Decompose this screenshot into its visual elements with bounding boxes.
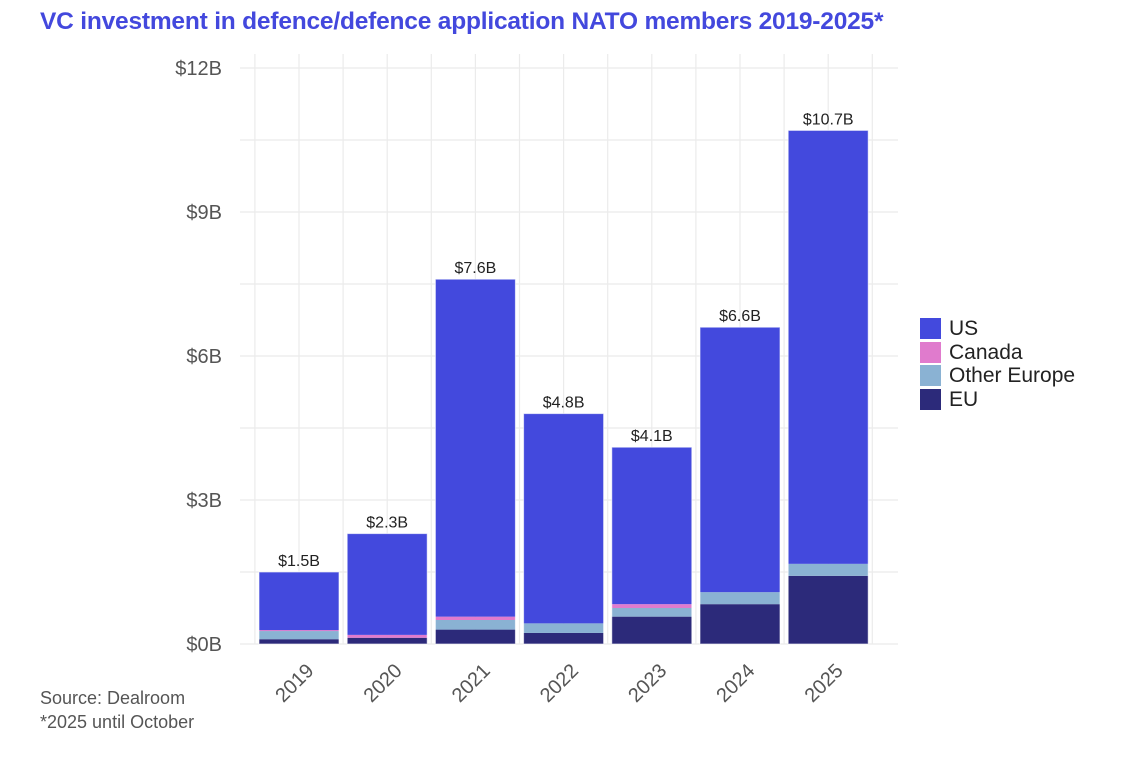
- bars: [258, 129, 869, 645]
- x-tick-label: 2025: [801, 660, 848, 707]
- bar-segment-canada: [259, 630, 339, 632]
- data-labels: $1.5B $2.3B $7.6B $4.8B $4.1B $6.6B $10.7B: [278, 111, 853, 570]
- footnotes: Source: Dealroom *2025 until October: [40, 686, 194, 734]
- legend-label-us: US: [949, 317, 979, 341]
- bar-stack-2019: [258, 571, 340, 645]
- bar-total-label: $6.6B: [719, 308, 761, 325]
- legend-swatch-us: [920, 318, 941, 340]
- bar-segment-us: [523, 413, 604, 624]
- legend-label-other-europe: Other Europe: [949, 364, 1076, 388]
- legend-item-us: US: [920, 317, 1075, 341]
- bar-segment-us: [259, 572, 339, 631]
- y-tick-label: $9B: [186, 202, 222, 224]
- bar-segment-canada: [435, 616, 516, 620]
- legend-swatch-other-europe: [920, 365, 941, 387]
- source-note: Source: Dealroom: [40, 688, 186, 708]
- bar-stack-2022: [523, 413, 605, 645]
- bar-outline: [346, 533, 428, 645]
- legend-label-canada: Canada: [949, 340, 1023, 364]
- x-tick-label: 2019: [271, 660, 318, 707]
- bar-segment-eu: [259, 639, 339, 644]
- bar-total-label: $4.1B: [631, 428, 673, 445]
- x-tick-label: 2022: [536, 660, 583, 707]
- bar-total-label: $2.3B: [366, 515, 408, 532]
- y-tick-label: $3B: [186, 490, 222, 512]
- legend-item-eu: EU: [920, 388, 1075, 412]
- bar-segment-us: [435, 279, 516, 617]
- bar-segment-other-europe: [523, 623, 604, 633]
- bar-segment-eu: [435, 629, 516, 644]
- bar-stack-2023: [611, 446, 693, 645]
- bar-outline: [258, 571, 340, 645]
- y-tick-label: $12B: [175, 58, 222, 80]
- y-axis-ticks: $0B $3B $6B $9B $12B: [175, 58, 222, 656]
- legend-label-eu: EU: [949, 387, 979, 411]
- bar-stack-2024: [699, 326, 781, 645]
- bar-segment-canada: [347, 634, 428, 638]
- bar-segment-other-europe: [259, 631, 339, 640]
- bar-segment-eu: [788, 575, 869, 644]
- bar-segment-us: [700, 327, 780, 593]
- bar-segment-other-europe: [611, 608, 692, 617]
- x-tick-label: 2023: [624, 660, 671, 707]
- bar-total-label: $4.8B: [543, 395, 585, 412]
- y-tick-label: $6B: [186, 346, 222, 368]
- bar-total-label: $1.5B: [278, 553, 320, 570]
- bar-total-label: $10.7B: [803, 111, 854, 128]
- bar-outline: [699, 326, 781, 645]
- legend-swatch-canada: [920, 341, 941, 363]
- bar-segment-us: [611, 447, 692, 605]
- bar-segment-us: [788, 130, 869, 564]
- bar-outline: [523, 413, 605, 645]
- y-tick-label: $0B: [186, 634, 222, 656]
- x-axis-ticks: 2019 2020 2021 2022 2023 2024 2025: [271, 660, 847, 707]
- bar-segment-eu: [523, 632, 604, 644]
- bar-segment-other-europe: [435, 620, 516, 630]
- bar-outline: [787, 129, 869, 645]
- legend-swatch-eu: [920, 388, 941, 410]
- bar-total-label: $7.6B: [454, 260, 496, 277]
- legend-item-other-europe: Other Europe: [920, 364, 1075, 388]
- period-note: *2025 until October: [40, 712, 195, 732]
- x-tick-label: 2020: [360, 660, 407, 707]
- legend: US Canada Other Europe EU: [920, 317, 1075, 411]
- bar-outline: [611, 446, 693, 645]
- bar-stack-2025: [787, 129, 869, 645]
- x-tick-label: 2024: [712, 660, 759, 707]
- legend-item-canada: Canada: [920, 341, 1075, 365]
- bar-segment-us: [347, 533, 428, 635]
- bar-segment-eu: [347, 637, 428, 644]
- bar-segment-eu: [611, 616, 692, 644]
- x-tick-label: 2021: [448, 660, 495, 707]
- bar-stack-2021: [434, 278, 516, 645]
- bar-segment-eu: [700, 604, 780, 644]
- bar-segment-other-europe: [788, 563, 869, 576]
- chart-title: VC investment in defence/defence applica…: [40, 8, 884, 35]
- bar-stack-2020: [346, 533, 428, 645]
- bar-segment-other-europe: [700, 592, 780, 605]
- bar-outline: [434, 278, 516, 645]
- bar-segment-canada: [611, 604, 692, 608]
